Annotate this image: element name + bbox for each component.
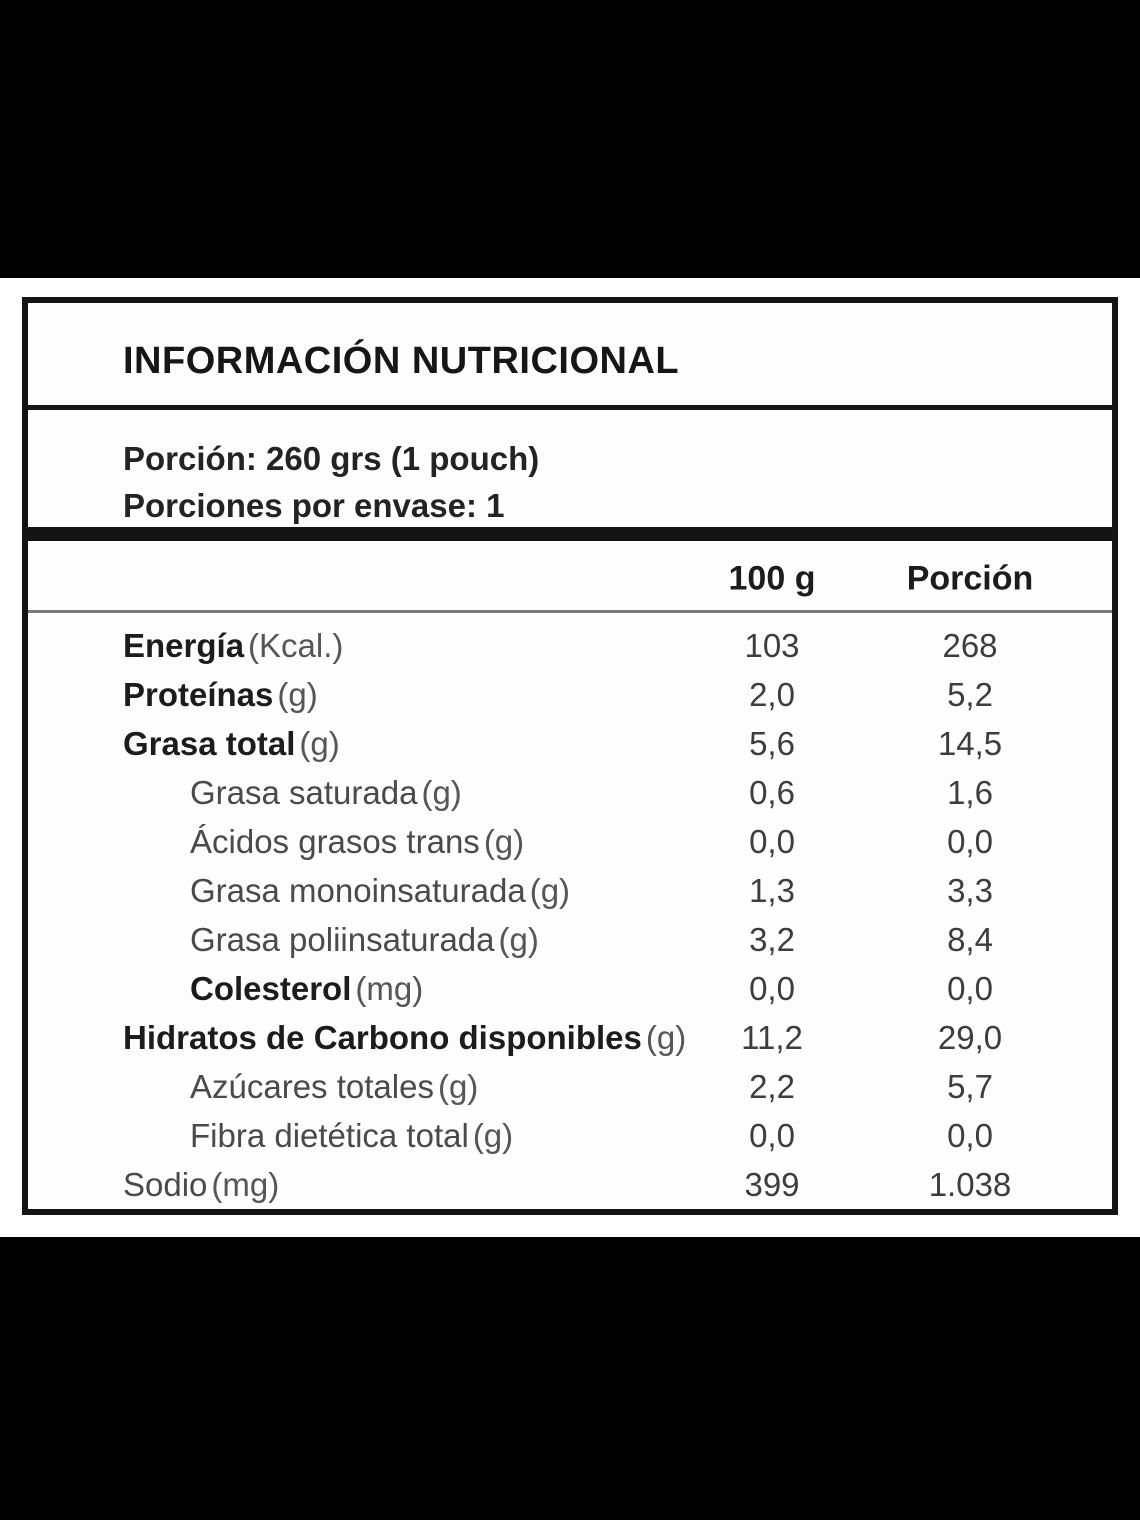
header-divider-line — [28, 610, 1112, 613]
nutrient-row: Fibra dietética total (g) 0,0 0,0 — [28, 1111, 1112, 1160]
value-per-portion: 5,2 — [947, 675, 993, 713]
nutrient-name: Colesterol — [190, 969, 352, 1007]
nutrient-name: Grasa poliinsaturada — [190, 920, 495, 958]
nutrient-unit: (mg) — [211, 1165, 280, 1203]
nutrient-row: Grasa total (g) 5,6 14,5 — [28, 719, 1112, 768]
value-per-100g: 5,6 — [749, 724, 795, 762]
nutrient-name: Grasa monoinsaturada — [190, 871, 526, 909]
value-per-portion: 5,7 — [947, 1067, 993, 1105]
nutrient-unit: (mg) — [355, 969, 424, 1007]
value-per-portion: 0,0 — [947, 1116, 993, 1154]
value-per-portion: 268 — [942, 626, 998, 664]
nutrient-row: Colesterol (mg) 0,0 0,0 — [28, 964, 1112, 1013]
value-per-portion: 0,0 — [947, 969, 993, 1007]
title-divider-line — [28, 405, 1112, 410]
nutrient-unit: (g) — [498, 920, 539, 958]
value-per-100g: 0,6 — [749, 773, 795, 811]
nutrient-name: Grasa total — [123, 724, 296, 762]
nutrient-row: Grasa saturada (g) 0,6 1,6 — [28, 768, 1112, 817]
nutrition-facts-panel: INFORMACIÓN NUTRICIONAL Porción: 260 grs… — [22, 297, 1118, 1215]
value-per-portion: 3,3 — [947, 871, 993, 909]
nutrient-unit: (g) — [421, 773, 462, 811]
title-section: INFORMACIÓN NUTRICIONAL — [28, 303, 1112, 405]
value-per-100g: 0,0 — [749, 822, 795, 860]
nutrient-unit: (g) — [299, 724, 340, 762]
nutrient-name: Sodio — [123, 1165, 208, 1203]
nutrient-row: Proteínas (g) 2,0 5,2 — [28, 670, 1112, 719]
nutrient-unit: (g) — [472, 1116, 514, 1154]
value-per-portion: 1,6 — [947, 773, 993, 811]
servings-per-container-text: Porciones por envase: 1 — [123, 487, 505, 524]
nutrient-unit: (Kcal.) — [248, 626, 344, 664]
value-per-100g: 3,2 — [749, 920, 795, 958]
value-per-100g: 1,3 — [749, 871, 795, 909]
value-per-portion: 8,4 — [947, 920, 993, 958]
column-header-100g: 100 g — [728, 559, 816, 598]
value-per-100g: 399 — [744, 1165, 800, 1203]
value-per-100g: 103 — [744, 626, 800, 664]
nutrient-name: Energía — [123, 626, 245, 664]
nutrient-unit: (g) — [277, 675, 318, 713]
nutrient-row: Grasa poliinsaturada (g) 3,2 8,4 — [28, 915, 1112, 964]
serving-section: Porción: 260 grs (1 pouch) Porciones por… — [28, 410, 1112, 527]
panel-title: INFORMACIÓN NUTRICIONAL — [123, 339, 680, 382]
value-per-portion: 1.038 — [928, 1165, 1012, 1203]
nutrient-row: Energía (Kcal.) 103 268 — [28, 621, 1112, 670]
nutrient-row: Hidratos de Carbono disponibles (g) 11,2 … — [28, 1013, 1112, 1062]
nutrient-row: Azúcares totales (g) 2,2 5,7 — [28, 1062, 1112, 1111]
value-per-portion: 0,0 — [947, 822, 993, 860]
serving-size-text: Porción: 260 grs (1 pouch) — [123, 440, 540, 477]
nutrient-name: Hidratos de Carbono disponibles — [123, 1018, 642, 1056]
column-header-row: 100 g Porción — [28, 541, 1112, 610]
nutrient-row: Sodio (mg) 399 1.038 — [28, 1160, 1112, 1209]
value-per-100g: 2,2 — [749, 1067, 795, 1105]
nutrient-name: Grasa saturada — [190, 773, 418, 811]
value-per-portion: 14,5 — [937, 724, 1003, 762]
nutrient-table: Energía (Kcal.) 103 268 Proteínas (g) 2,0 … — [28, 613, 1112, 1209]
bottom-black-bar — [0, 1237, 1140, 1520]
section-separator-bar — [28, 527, 1112, 541]
value-per-100g: 0,0 — [749, 1116, 795, 1154]
nutrient-name: Ácidos grasos trans — [190, 822, 480, 860]
nutrient-unit: (g) — [483, 822, 525, 860]
value-per-100g: 0,0 — [749, 969, 795, 1007]
nutrient-name: Azúcares totales — [190, 1067, 434, 1105]
value-per-portion: 29,0 — [937, 1018, 1003, 1056]
nutrient-unit: (g) — [645, 1018, 687, 1056]
nutrient-unit: (g) — [437, 1067, 479, 1105]
value-per-100g: 11,2 — [741, 1018, 803, 1056]
value-per-100g: 2,0 — [749, 675, 795, 713]
nutrient-row: Grasa monoinsaturada (g) 1,3 3,3 — [28, 866, 1112, 915]
nutrient-row: Ácidos grasos trans (g) 0,0 0,0 — [28, 817, 1112, 866]
top-black-bar — [0, 0, 1140, 278]
nutrient-name: Fibra dietética total — [190, 1116, 469, 1154]
nutrient-unit: (g) — [529, 871, 571, 909]
nutrient-name: Proteínas — [123, 675, 274, 713]
column-header-portion: Porción — [906, 559, 1034, 598]
